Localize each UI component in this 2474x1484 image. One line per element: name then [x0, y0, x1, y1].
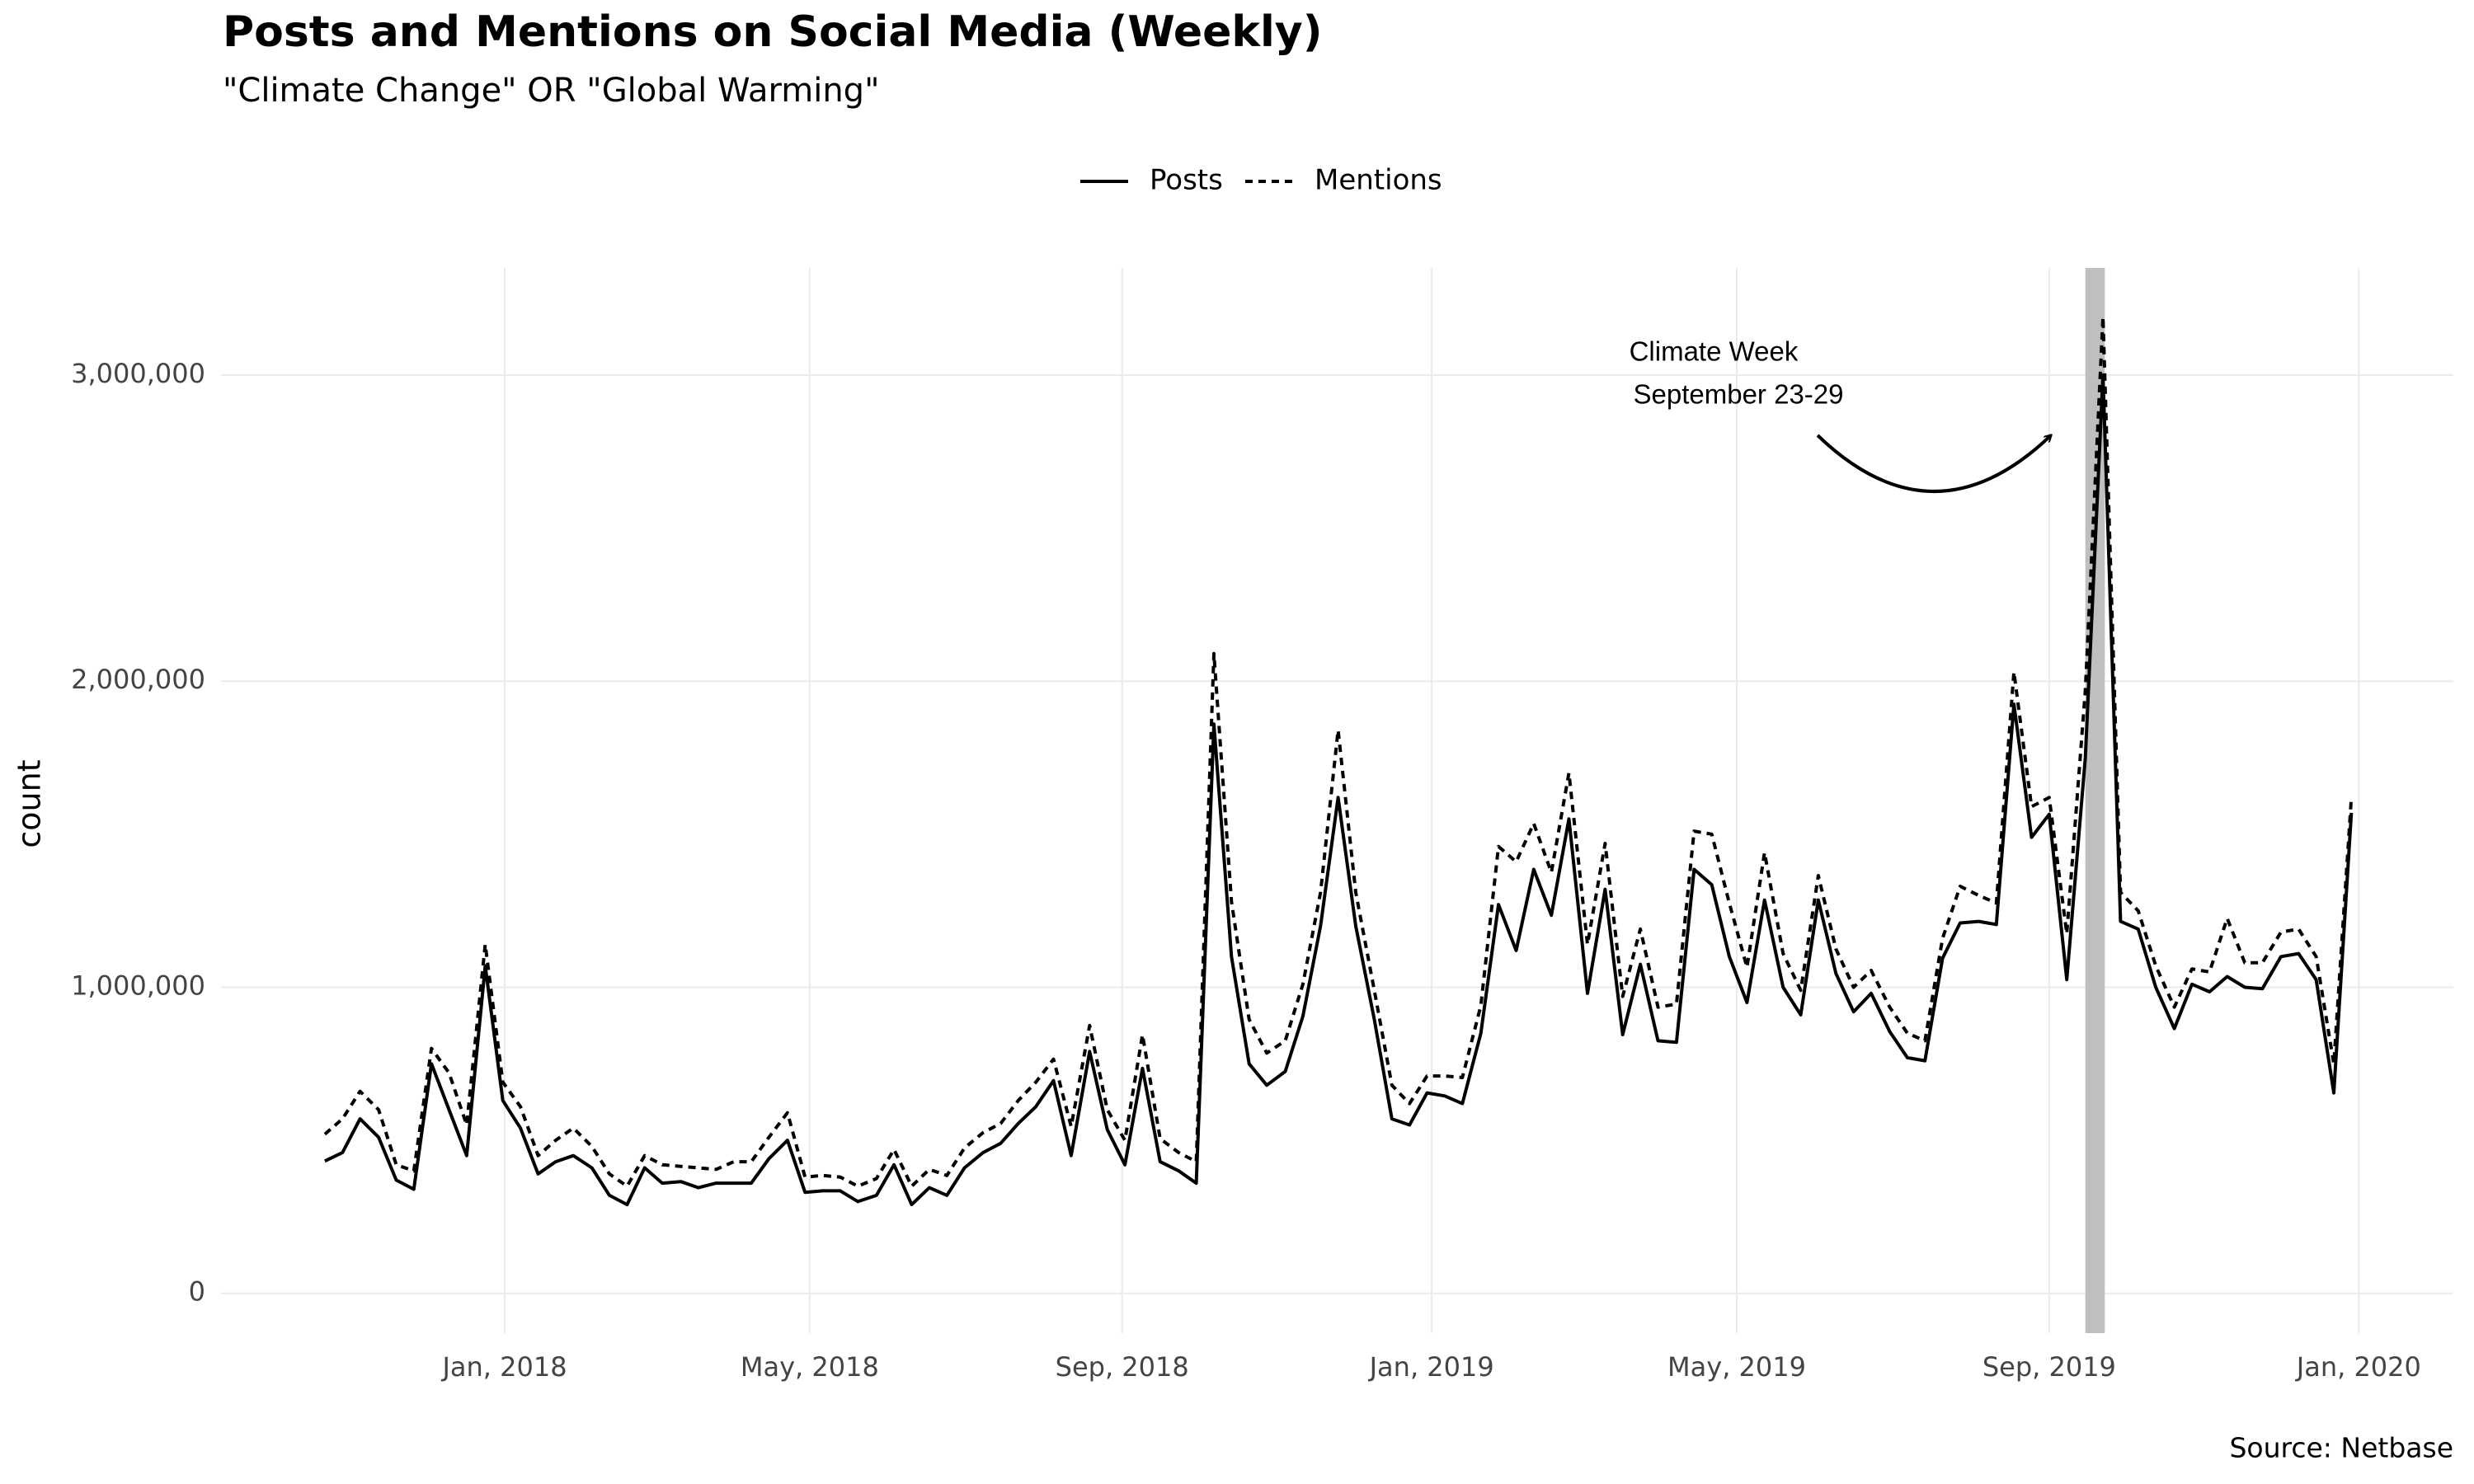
y-tick-label: 2,000,000 — [71, 664, 205, 695]
x-tick-label: Sep, 2018 — [1056, 1351, 1189, 1383]
series-line — [323, 315, 2354, 1188]
legend: Posts Mentions — [1080, 164, 1442, 197]
series-line — [324, 373, 2354, 1207]
legend-label: Posts — [1150, 164, 1223, 197]
source-note: Source: Netbase — [2229, 1432, 2453, 1464]
x-tick-label: Jan, 2018 — [440, 1351, 567, 1383]
y-tick-label: 0 — [189, 1276, 205, 1308]
chart-title: Posts and Mentions on Social Media (Week… — [223, 7, 1322, 57]
y-axis-label: count — [12, 759, 48, 848]
y-tick-label: 1,000,000 — [71, 970, 205, 1001]
x-tick-label: Jan, 2019 — [1368, 1351, 1494, 1383]
y-tick-label: 3,000,000 — [71, 358, 205, 389]
annotation-text: September 23-29 — [1634, 379, 1844, 410]
highlight-band — [2085, 268, 2105, 1333]
x-tick-label: May, 2018 — [741, 1351, 879, 1383]
x-tick-label: May, 2019 — [1667, 1351, 1806, 1383]
x-tick-label: Jan, 2020 — [2295, 1351, 2421, 1383]
plot-area: 0 1,000,000 2,000,000 3,000,000 Jan, 2018 May… — [71, 268, 2453, 1383]
legend-label: Mentions — [1315, 164, 1442, 197]
annotation-text: Climate Week — [1630, 336, 1799, 367]
chart-subtitle: "Climate Change" OR "Global Warming" — [223, 72, 879, 110]
x-tick-label: Sep, 2019 — [1982, 1351, 2116, 1383]
annotation-arrow — [1816, 435, 2051, 493]
